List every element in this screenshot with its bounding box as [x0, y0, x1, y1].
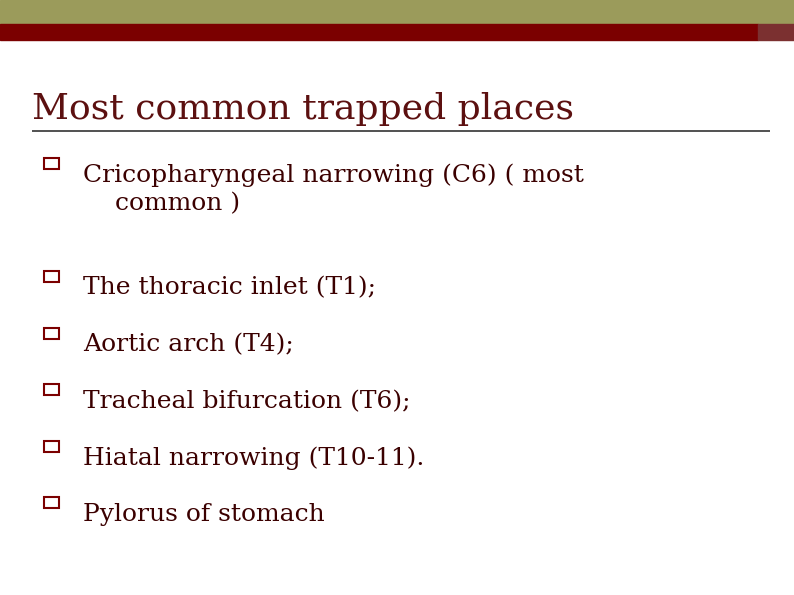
- Text: Cricopharyngeal narrowing (C6) ( most
    common ): Cricopharyngeal narrowing (C6) ( most co…: [83, 164, 584, 215]
- FancyBboxPatch shape: [44, 158, 59, 169]
- Text: Tracheal bifurcation (T6);: Tracheal bifurcation (T6);: [83, 390, 410, 413]
- Text: Hiatal narrowing (T10-11).: Hiatal narrowing (T10-11).: [83, 446, 425, 470]
- FancyBboxPatch shape: [44, 328, 59, 339]
- FancyBboxPatch shape: [44, 497, 59, 508]
- Bar: [0, 0, 794, 24]
- Text: The thoracic inlet (T1);: The thoracic inlet (T1);: [83, 277, 376, 300]
- Text: Most common trapped places: Most common trapped places: [32, 92, 574, 126]
- Bar: [0, 24, 758, 40]
- Text: Aortic arch (T4);: Aortic arch (T4);: [83, 333, 294, 356]
- FancyBboxPatch shape: [44, 441, 59, 452]
- FancyBboxPatch shape: [44, 271, 59, 282]
- Text: Pylorus of stomach: Pylorus of stomach: [83, 503, 325, 526]
- FancyBboxPatch shape: [44, 384, 59, 395]
- Bar: [758, 24, 794, 40]
